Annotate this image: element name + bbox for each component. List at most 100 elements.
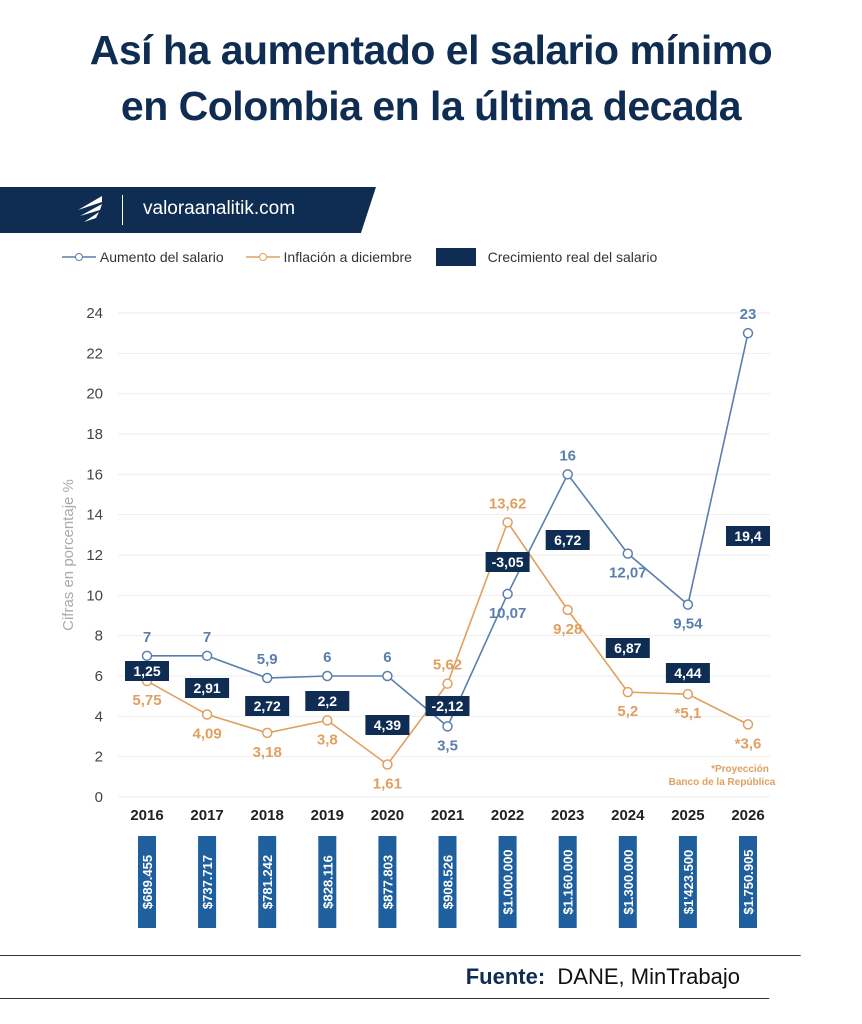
source-text: DANE, MinTrabajo xyxy=(557,964,740,989)
data-point xyxy=(682,599,694,610)
x-tick-label: 2026 xyxy=(731,807,764,824)
source-bar: Fuente: DANE, MinTrabajo xyxy=(0,955,801,999)
minimum-wage-label: $1.750.905 xyxy=(741,849,756,914)
real-growth-label: 2,91 xyxy=(193,680,220,696)
data-label: 5,62 xyxy=(433,657,462,674)
data-label: *5,1 xyxy=(675,705,702,722)
minimum-wage-box xyxy=(558,836,577,928)
minimum-wage-box xyxy=(258,836,277,928)
real-growth-box xyxy=(485,552,530,572)
navy-box-icon xyxy=(435,248,476,266)
x-tick-label: 2017 xyxy=(190,807,223,824)
minimum-wage-label: $828.116 xyxy=(320,855,335,909)
minimum-wage-box xyxy=(138,836,156,928)
real-growth-label: 2,2 xyxy=(318,693,338,709)
x-tick-label: 2019 xyxy=(311,807,344,824)
minimum-wage-label: $781.242 xyxy=(260,855,275,909)
data-point xyxy=(622,686,634,698)
data-point xyxy=(682,688,694,700)
data-point xyxy=(442,721,453,732)
data-point xyxy=(442,678,453,689)
real-growth-box xyxy=(125,661,169,681)
y-tick-label: 16 xyxy=(86,466,103,483)
data-label: 6 xyxy=(323,649,331,666)
x-tick-label: 2018 xyxy=(251,807,284,824)
real-growth-box xyxy=(365,715,410,735)
y-tick-label: 0 xyxy=(95,789,103,806)
data-label: 9,54 xyxy=(673,616,703,633)
data-point xyxy=(382,759,393,770)
data-label: 3,18 xyxy=(253,744,282,761)
data-point xyxy=(261,672,273,684)
real-growth-box xyxy=(245,696,290,716)
real-growth-box xyxy=(425,696,470,716)
data-point xyxy=(382,670,393,682)
source-label: Fuente: xyxy=(465,964,546,989)
minimum-wage-box xyxy=(378,836,397,928)
data-label: 10,07 xyxy=(489,605,527,622)
minimum-wage-box xyxy=(498,836,517,928)
real-growth-label: 4,44 xyxy=(674,665,701,681)
brand-banner: valoraanalitik.com xyxy=(0,187,376,233)
data-label: 5,75 xyxy=(132,692,161,709)
minimum-wage-box xyxy=(739,836,757,928)
data-label: 7 xyxy=(143,629,151,646)
data-point xyxy=(322,715,333,726)
data-point xyxy=(201,650,213,662)
real-growth-label: 4,39 xyxy=(374,717,401,733)
minimum-wage-box xyxy=(618,836,637,928)
real-growth-label: 6,72 xyxy=(554,532,581,548)
data-label: 16 xyxy=(559,447,576,464)
data-point xyxy=(622,548,634,559)
legend-item-salary: Aumento del salario xyxy=(62,249,224,265)
data-point xyxy=(742,719,754,730)
divider xyxy=(122,195,123,225)
y-tick-label: 6 xyxy=(95,668,103,685)
y-tick-label: 8 xyxy=(95,628,103,645)
real-growth-label: -3,05 xyxy=(492,554,524,570)
real-growth-label: 2,72 xyxy=(254,698,281,714)
real-growth-box xyxy=(665,663,710,683)
note-line-2: Banco de la República xyxy=(669,777,776,788)
data-label: 12,07 xyxy=(609,565,647,582)
x-tick-label: 2025 xyxy=(671,807,704,824)
y-tick-label: 20 xyxy=(86,386,103,403)
page-title: Así ha aumentado el salario mínimo en Col… xyxy=(89,27,773,129)
legend-item-real-growth: Crecimiento real del salario xyxy=(435,248,657,266)
note-line-1: *Proyección xyxy=(711,764,769,775)
minimum-wage-label: $737.717 xyxy=(200,855,215,909)
orange-line-marker-icon xyxy=(245,253,280,261)
data-label: *3,6 xyxy=(735,735,762,752)
data-label: 3,8 xyxy=(317,731,338,748)
y-tick-label: 12 xyxy=(86,547,103,564)
data-point xyxy=(742,327,754,339)
data-point xyxy=(562,469,573,480)
real-growth-label: 1,25 xyxy=(133,663,160,679)
minimum-wage-label: $689.455 xyxy=(140,855,155,909)
minimum-wage-label: $1.160.000 xyxy=(561,849,576,914)
minimum-wage-label: $1.300.000 xyxy=(621,849,636,914)
x-tick-label: 2020 xyxy=(371,807,404,824)
data-label: 1,61 xyxy=(373,776,402,793)
data-point xyxy=(322,670,333,682)
legend: Aumento del salario Inflación a diciembr… xyxy=(62,248,657,266)
minimum-wage-box xyxy=(438,836,457,928)
data-label: 6 xyxy=(383,649,391,666)
y-tick-label: 4 xyxy=(95,708,103,725)
minimum-wage-label: $1'423.500 xyxy=(681,850,696,915)
y-axis-label: Cifras en porcentaje % xyxy=(60,479,77,631)
minimum-wage-box xyxy=(678,836,697,928)
data-point xyxy=(201,709,213,720)
x-tick-label: 2023 xyxy=(551,807,584,824)
y-tick-label: 14 xyxy=(86,507,103,524)
x-tick-label: 2024 xyxy=(611,807,645,824)
y-tick-label: 22 xyxy=(86,345,103,362)
real-growth-label: -2,12 xyxy=(432,698,464,714)
data-label: 13,62 xyxy=(489,495,527,512)
data-label: 3,5 xyxy=(437,737,458,754)
real-growth-box xyxy=(185,678,230,698)
minimum-wage-box xyxy=(198,836,217,928)
minimum-wage-label: $908.526 xyxy=(441,855,456,909)
data-label: 7 xyxy=(203,629,211,646)
